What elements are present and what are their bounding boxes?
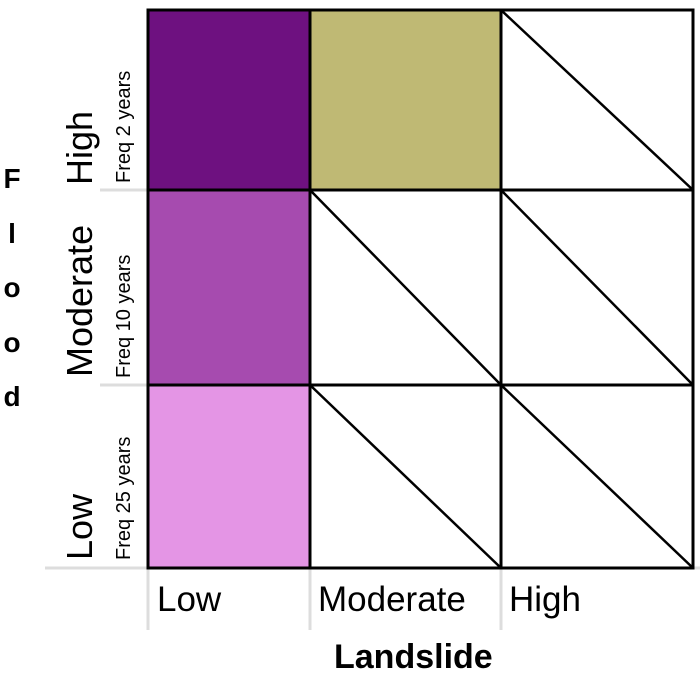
y-axis-title-letter: l	[8, 218, 16, 249]
x-axis-title: Landslide	[334, 638, 493, 676]
y-level-frequency-moderate: Freq 10 years	[113, 254, 135, 378]
cell-moderate-low	[146, 188, 312, 387]
y-axis-title-letter: d	[3, 381, 21, 412]
cell-high-low	[146, 8, 312, 192]
cell-high-moderate	[308, 8, 503, 192]
x-level-label-low: Low	[157, 580, 222, 619]
cell-low-high-diagonal	[500, 384, 694, 569]
cell-low-low	[146, 383, 312, 570]
y-axis-title-letter: o	[3, 272, 21, 303]
x-level-label-moderate: Moderate	[318, 580, 466, 619]
y-level-label-high: High	[59, 110, 100, 185]
cell-high-high-diagonal	[500, 9, 694, 191]
y-level-frequency-high: Freq 2 years	[113, 70, 135, 183]
x-level-label-high: High	[509, 580, 581, 619]
y-level-frequency-low: Freq 25 years	[113, 436, 135, 560]
y-level-label-low: Low	[59, 493, 100, 560]
cell-moderate-moderate-diagonal	[309, 189, 502, 386]
cell-moderate-high-diagonal	[500, 189, 694, 386]
y-level-label-moderate: Moderate	[59, 224, 100, 377]
cell-low-moderate-diagonal	[309, 384, 502, 569]
y-axis-title-letter: F	[3, 163, 21, 194]
y-axis-title-letter: o	[3, 327, 21, 358]
